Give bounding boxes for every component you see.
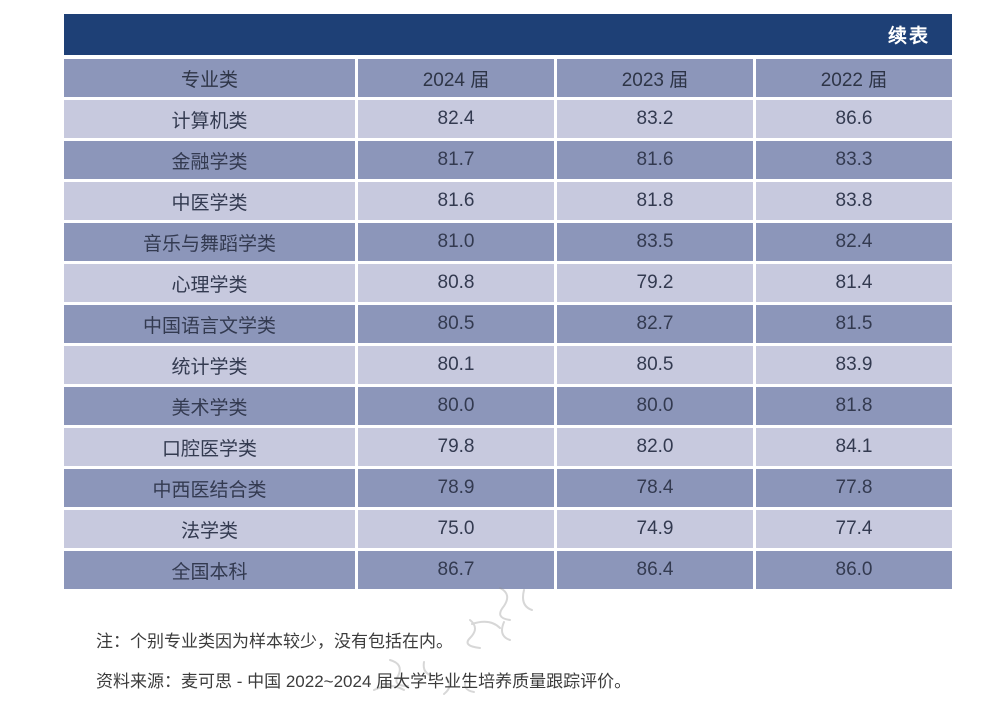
column-header: 2022 届: [756, 59, 952, 97]
category-cell: 心理学类: [64, 264, 355, 302]
category-cell: 中国语言文学类: [64, 305, 355, 343]
category-cell: 全国本科: [64, 551, 355, 589]
value-cell: 74.9: [557, 510, 753, 548]
value-cell: 78.4: [557, 469, 753, 507]
value-cell: 80.5: [557, 346, 753, 384]
value-cell: 84.1: [756, 428, 952, 466]
category-cell: 中医学类: [64, 182, 355, 220]
table-source-note: 资料来源：麦可思 - 中国 2022~2024 届大学毕业生培养质量跟踪评价。: [96, 672, 632, 691]
table-title-bar: 续表: [64, 14, 952, 55]
value-cell: 77.8: [756, 469, 952, 507]
value-cell: 83.8: [756, 182, 952, 220]
value-cell: 80.8: [358, 264, 554, 302]
value-cell: 79.8: [358, 428, 554, 466]
column-header: 2024 届: [358, 59, 554, 97]
value-cell: 82.4: [358, 100, 554, 138]
value-cell: 86.0: [756, 551, 952, 589]
continued-table-label: 续表: [887, 26, 930, 47]
value-cell: 79.2: [557, 264, 753, 302]
category-cell: 计算机类: [64, 100, 355, 138]
category-cell: 统计学类: [64, 346, 355, 384]
value-cell: 75.0: [358, 510, 554, 548]
value-cell: 82.0: [557, 428, 753, 466]
value-cell: 81.6: [557, 141, 753, 179]
value-cell: 83.9: [756, 346, 952, 384]
value-cell: 81.8: [557, 182, 753, 220]
data-table: 专业类 2024 届 2023 届 2022 届计算机类 82.4 83.2 86.6 金融学…: [64, 59, 952, 589]
value-cell: 81.7: [358, 141, 554, 179]
value-cell: 78.9: [358, 469, 554, 507]
value-cell: 80.1: [358, 346, 554, 384]
value-cell: 80.0: [557, 387, 753, 425]
category-cell: 美术学类: [64, 387, 355, 425]
value-cell: 77.4: [756, 510, 952, 548]
column-header: 2023 届: [557, 59, 753, 97]
category-cell: 金融学类: [64, 141, 355, 179]
value-cell: 81.6: [358, 182, 554, 220]
category-cell: 音乐与舞蹈学类: [64, 223, 355, 261]
value-cell: 80.0: [358, 387, 554, 425]
value-cell: 81.0: [358, 223, 554, 261]
value-cell: 81.8: [756, 387, 952, 425]
table-footnote: 注：个别专业类因为样本较少，没有包括在内。: [96, 632, 453, 651]
value-cell: 86.6: [756, 100, 952, 138]
value-cell: 80.5: [358, 305, 554, 343]
value-cell: 82.4: [756, 223, 952, 261]
value-cell: 81.4: [756, 264, 952, 302]
value-cell: 81.5: [756, 305, 952, 343]
column-header: 专业类: [64, 59, 355, 97]
value-cell: 83.2: [557, 100, 753, 138]
category-cell: 口腔医学类: [64, 428, 355, 466]
value-cell: 83.5: [557, 223, 753, 261]
category-cell: 法学类: [64, 510, 355, 548]
value-cell: 82.7: [557, 305, 753, 343]
value-cell: 83.3: [756, 141, 952, 179]
category-cell: 中西医结合类: [64, 469, 355, 507]
value-cell: 86.7: [358, 551, 554, 589]
value-cell: 86.4: [557, 551, 753, 589]
